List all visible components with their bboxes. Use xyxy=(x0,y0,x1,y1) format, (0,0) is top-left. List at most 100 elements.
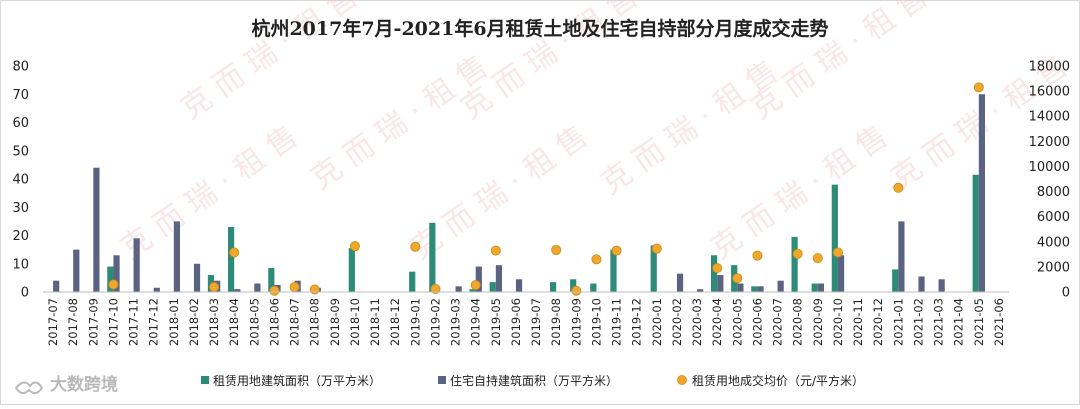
x-axis-tick-label: 2020-10 xyxy=(831,298,845,346)
x-axis-tick-label: 2018-09 xyxy=(328,298,342,346)
x-axis-tick-label: 2021-04 xyxy=(952,298,966,346)
point-avg-price xyxy=(309,284,320,295)
bar-land-area xyxy=(429,222,436,292)
legend-label-land-area: 租赁用地建筑面积（万平方米） xyxy=(213,373,381,388)
x-axis-tick-label: 2019-08 xyxy=(549,298,563,346)
left-axis-tick-label: 30 xyxy=(12,201,29,216)
x-axis-tick-label: 2020-11 xyxy=(851,298,865,346)
bar-land-area xyxy=(811,283,818,292)
left-axis-tick-label: 40 xyxy=(12,173,29,188)
x-axis-tick-label: 2017-10 xyxy=(106,298,120,346)
point-avg-price xyxy=(269,285,280,296)
x-axis: 2017-07 2017-08 2017-09 2017-10 2017-11 2017-… xyxy=(43,291,1009,346)
x-axis-tick-label: 2019-10 xyxy=(589,298,603,346)
bar-self-held-area xyxy=(495,265,503,292)
point-avg-price xyxy=(792,248,803,259)
right-axis-tick-label: 2000 xyxy=(1037,260,1070,275)
bar-land-area xyxy=(489,282,496,292)
bar-land-area xyxy=(227,227,235,292)
x-axis-tick-label: 2021-03 xyxy=(932,298,946,346)
bar-land-area xyxy=(650,245,657,292)
bar-land-area xyxy=(710,255,718,292)
x-axis-tick-label: 2018-01 xyxy=(167,298,181,346)
bar-self-held-area xyxy=(938,279,945,292)
right-y-axis: 0 2000 4000 6000 8000 10000 12000 14000 16000 180… xyxy=(1029,60,1070,301)
x-axis-tick-label: 2020-04 xyxy=(710,298,724,346)
x-axis-tick-label: 2018-06 xyxy=(267,298,281,346)
x-axis-tick-label: 2020-03 xyxy=(690,298,704,346)
legend-label-avg-price: 租赁用地成交均价（元/平方米） xyxy=(692,373,864,388)
point-avg-price xyxy=(571,285,582,296)
point-avg-price xyxy=(349,241,360,252)
legend-swatch-avg-price xyxy=(677,375,687,385)
bar-self-held-area xyxy=(73,249,80,293)
bar-self-held-area xyxy=(133,238,140,292)
left-axis-tick-label: 80 xyxy=(12,60,29,75)
x-axis-tick-label: 2019-01 xyxy=(408,298,422,346)
bar-land-area xyxy=(469,289,476,292)
brand-icon xyxy=(14,381,44,394)
x-axis-tick-label: 2020-07 xyxy=(771,298,785,346)
bar-self-held-area xyxy=(93,167,100,292)
point-avg-price xyxy=(108,279,119,290)
x-axis-tick-label: 2017-08 xyxy=(66,298,80,346)
point-avg-price xyxy=(752,250,763,261)
x-axis-tick-label: 2019-06 xyxy=(509,298,523,346)
x-axis-tick-label: 2019-12 xyxy=(630,298,644,346)
x-axis-tick-label: 2020-09 xyxy=(811,298,825,346)
x-axis-tick-label: 2017-12 xyxy=(147,298,161,346)
x-axis-tick-label: 2021-05 xyxy=(972,298,986,346)
bar-self-held-area xyxy=(717,275,724,292)
bar-land-area xyxy=(107,266,114,292)
x-axis-tick-label: 2019-05 xyxy=(489,298,503,346)
bar-self-held-area xyxy=(234,289,241,292)
point-avg-price xyxy=(209,281,220,292)
x-axis-tick-label: 2021-06 xyxy=(992,298,1006,346)
bar-land-area xyxy=(348,248,355,292)
x-axis-tick-label: 2018-07 xyxy=(288,298,302,346)
point-avg-price xyxy=(712,263,723,274)
point-avg-price xyxy=(410,241,421,252)
legend-label-self-held-area: 住宅自持建筑面积（万平方米） xyxy=(450,373,618,388)
bar-self-held-area xyxy=(153,287,160,292)
right-axis-tick-label: 16000 xyxy=(1029,85,1070,100)
point-avg-price xyxy=(551,244,562,255)
bar-self-held-area xyxy=(978,94,986,292)
bar-self-held-area xyxy=(254,283,261,292)
legend-swatch-land-area xyxy=(201,376,209,384)
bar-self-held-area xyxy=(173,221,181,293)
bar-land-area xyxy=(549,282,557,292)
x-axis-tick-label: 2018-02 xyxy=(187,298,201,346)
x-axis-tick-label: 2020-12 xyxy=(871,298,885,346)
bar-land-area xyxy=(791,236,798,292)
point-avg-price xyxy=(470,280,481,291)
x-axis-tick-label: 2019-02 xyxy=(428,298,442,346)
bar-land-area xyxy=(268,267,275,292)
x-axis-tick-label: 2018-05 xyxy=(247,298,261,346)
x-axis-tick-label: 2018-12 xyxy=(388,298,402,346)
x-axis-tick-label: 2020-08 xyxy=(791,298,805,346)
x-axis-tick-label: 2019-11 xyxy=(610,298,624,346)
left-axis-tick-label: 70 xyxy=(12,88,29,103)
point-avg-price xyxy=(651,243,662,254)
left-axis-tick-label: 60 xyxy=(12,116,29,131)
bar-land-area xyxy=(751,286,758,292)
point-avg-price xyxy=(611,245,622,256)
chart-title: 杭州2017年7月-2021年6月租赁土地及住宅自持部分月度成交走势 xyxy=(251,17,828,40)
x-axis-tick-label: 2017-07 xyxy=(46,298,60,346)
x-axis-tick-label: 2019-03 xyxy=(449,298,463,346)
bar-land-area xyxy=(409,271,416,292)
bar-self-held-area xyxy=(515,279,523,292)
bar-self-held-area xyxy=(53,280,60,292)
x-axis-tick-label: 2019-04 xyxy=(469,298,483,346)
point-avg-price xyxy=(732,273,743,284)
x-axis-tick-label: 2021-01 xyxy=(891,298,905,346)
point-avg-price xyxy=(490,245,501,256)
x-axis-tick-label: 2018-10 xyxy=(348,298,362,346)
brand-logo: 大数跨境 xyxy=(14,374,118,395)
bar-land-area xyxy=(570,279,577,292)
bar-land-area xyxy=(972,174,979,292)
left-axis-tick-label: 50 xyxy=(12,144,29,159)
bar-self-held-area xyxy=(737,283,744,292)
